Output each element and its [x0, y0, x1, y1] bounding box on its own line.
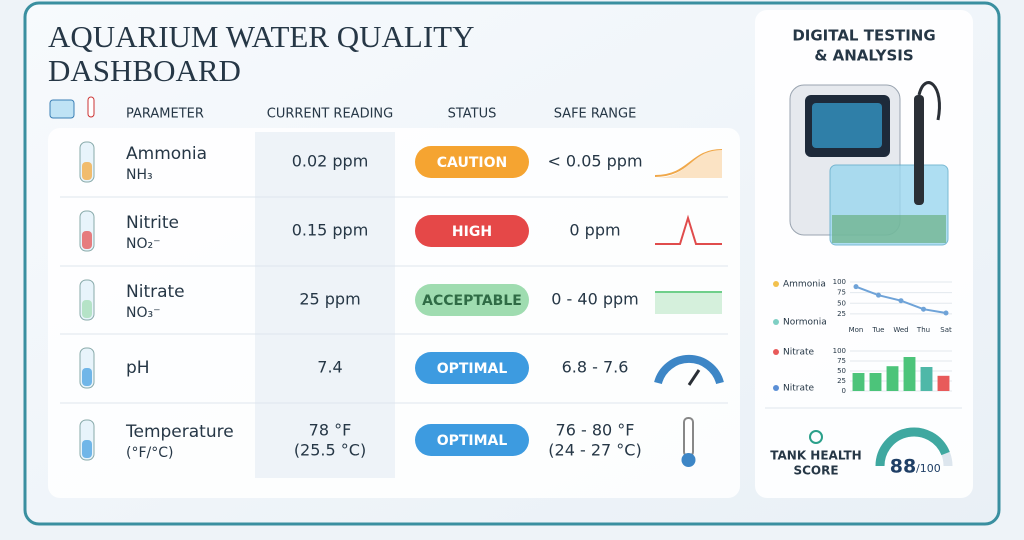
title: AQUARIUM WATER QUALITY [48, 19, 475, 54]
point [898, 298, 904, 304]
safe-range: 0 ppm [569, 221, 620, 240]
parameter-icon-fill [82, 231, 92, 249]
column-header: CURRENT READING [267, 107, 393, 122]
range-sparklines [654, 149, 724, 467]
bar [937, 375, 950, 391]
parameter-icon-fill [82, 440, 92, 458]
status-pill [415, 424, 529, 456]
y-tick-label: 50 [837, 299, 846, 307]
parameter-name: pH [126, 358, 150, 378]
current-reading: (25.5 °C) [294, 441, 366, 460]
current-reading: 25 ppm [299, 290, 360, 309]
status-pill [415, 146, 529, 178]
parameter-icon-fill [82, 162, 92, 180]
legend-dot [773, 385, 779, 391]
title: DASHBOARD [48, 53, 241, 88]
safe-range: 6.8 - 7.6 [562, 358, 629, 377]
status-label: ACCEPTABLE [422, 293, 522, 309]
health-max: /100 [916, 462, 941, 475]
point [943, 310, 949, 316]
health-icon [809, 430, 823, 444]
legend-dot [773, 281, 779, 287]
status-pill [415, 284, 529, 316]
parameter-name: Nitrate [126, 282, 185, 302]
y-tick-label: 50 [837, 367, 846, 375]
panel-title: & ANALYSIS [814, 47, 913, 65]
status-pill [415, 352, 529, 384]
panel-title: DIGITAL TESTING [792, 27, 935, 45]
y-tick-label: 25 [837, 377, 846, 385]
y-tick-label: 75 [837, 289, 846, 297]
parameter-formula: NH₃ [126, 167, 153, 183]
parameter-icon-fill [82, 368, 92, 386]
bar [886, 366, 899, 391]
bar [903, 357, 916, 391]
safe-range: (24 - 27 °C) [548, 441, 641, 460]
safe-range: 76 - 80 °F [556, 421, 635, 440]
x-tick-label: Sat [940, 326, 952, 334]
side-panel [755, 10, 973, 498]
status-label: HIGH [452, 224, 492, 240]
x-tick-label: Wed [893, 326, 908, 334]
separators [60, 196, 962, 409]
y-tick-label: 0 [842, 387, 846, 395]
health-label: TANK HEALTH [770, 449, 861, 463]
health-score: 88 [890, 456, 916, 478]
device-illustration [789, 81, 949, 246]
parameter-icon-fill [82, 300, 92, 318]
y-tick-label: 75 [837, 357, 846, 365]
status-label: OPTIMAL [437, 361, 508, 377]
safe-range: < 0.05 ppm [547, 152, 642, 171]
status-label: CAUTION [437, 155, 507, 171]
status-label: OPTIMAL [437, 433, 508, 449]
header-icons [49, 96, 95, 119]
y-tick-label: 25 [837, 310, 846, 318]
y-tick-label: 100 [833, 347, 846, 355]
point [921, 306, 926, 312]
current-reading: 0.15 ppm [292, 221, 369, 240]
legend-label: Normonia [783, 318, 827, 328]
x-tick-label: Mon [849, 326, 864, 334]
current-reading: 78 °F [309, 421, 352, 440]
legend-dot [773, 319, 779, 325]
parameter-name: Ammonia [126, 144, 207, 164]
y-tick-label: 100 [833, 278, 846, 286]
legend-label: Nitrate [783, 348, 815, 358]
parameter-name: Nitrite [126, 213, 179, 233]
safe-range: 0 - 40 ppm [551, 290, 638, 309]
current-reading: 7.4 [317, 358, 342, 377]
bar [920, 367, 933, 391]
parameter-name: Temperature [125, 422, 234, 442]
legend-label: Nitrate [783, 384, 815, 394]
column-header: STATUS [448, 107, 497, 122]
parameter-formula: (°F/°C) [126, 445, 173, 461]
parameter-formula: NO₃⁻ [126, 305, 161, 321]
point [853, 284, 859, 290]
column-header: SAFE RANGE [554, 107, 637, 122]
reading-column [255, 132, 395, 478]
column-header: PARAMETER [126, 107, 204, 122]
current-reading: 0.02 ppm [292, 152, 369, 171]
bar [852, 373, 865, 391]
parameter-formula: NO₂⁻ [126, 236, 161, 252]
legend-dot [773, 349, 779, 355]
legend-label: Ammonia [783, 280, 826, 290]
gauge-value [875, 427, 950, 467]
bar [869, 373, 882, 391]
x-tick-label: Tue [872, 326, 885, 334]
status-pill [415, 215, 529, 247]
health-label: SCORE [793, 464, 838, 478]
point [876, 292, 881, 298]
x-tick-label: Thu [916, 326, 930, 334]
